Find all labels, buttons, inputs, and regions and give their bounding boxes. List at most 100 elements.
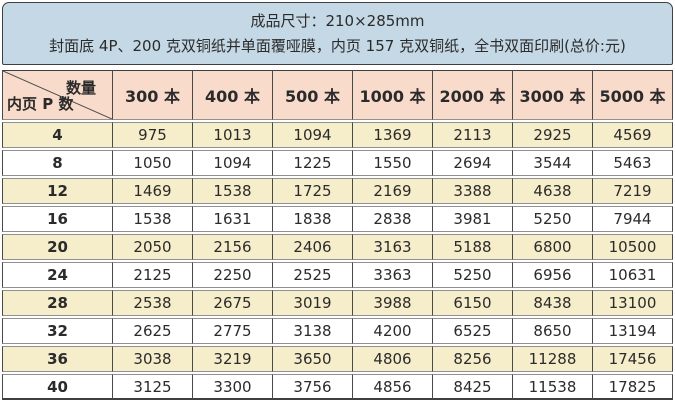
column-header-500: 500 本 (273, 70, 353, 120)
price-cell: 3019 (273, 290, 353, 316)
pages-cell: 40 (2, 374, 113, 400)
price-cell: 2925 (513, 122, 593, 148)
column-header-3000: 3000 本 (513, 70, 593, 120)
price-cell: 1013 (193, 122, 273, 148)
price-cell: 7219 (593, 178, 673, 204)
price-cell: 2525 (273, 262, 353, 288)
corner-cell: 数量 内页 P 数 (2, 70, 113, 120)
price-cell: 3219 (193, 346, 273, 372)
price-cell: 2125 (113, 262, 193, 288)
price-cell: 4806 (353, 346, 433, 372)
price-cell: 1631 (193, 206, 273, 232)
price-cell: 3163 (353, 234, 433, 260)
pages-cell: 32 (2, 318, 113, 344)
price-cell: 13100 (593, 290, 673, 316)
price-cell: 17825 (593, 374, 673, 400)
price-cell: 6150 (433, 290, 513, 316)
pages-cell: 24 (2, 262, 113, 288)
price-cell: 4638 (513, 178, 593, 204)
price-table: 数量 内页 P 数 300 本 400 本 500 本 1000 本 2000 … (2, 68, 673, 402)
price-cell: 1369 (353, 122, 433, 148)
price-cell: 2625 (113, 318, 193, 344)
price-cell: 1094 (273, 122, 353, 148)
price-cell: 975 (113, 122, 193, 148)
price-cell: 3300 (193, 374, 273, 400)
price-cell: 4200 (353, 318, 433, 344)
price-cell: 1094 (193, 150, 273, 176)
price-cell: 13194 (593, 318, 673, 344)
pages-cell: 16 (2, 206, 113, 232)
price-cell: 1725 (273, 178, 353, 204)
price-cell: 3138 (273, 318, 353, 344)
table-row: 32 2625 2775 3138 4200 6525 8650 13194 (2, 318, 673, 344)
price-cell: 3038 (113, 346, 193, 372)
price-cell: 2538 (113, 290, 193, 316)
pages-cell: 4 (2, 122, 113, 148)
table-row: 24 2125 2250 2525 3363 5250 6956 10631 (2, 262, 673, 288)
price-cell: 2675 (193, 290, 273, 316)
price-cell: 5188 (433, 234, 513, 260)
price-cell: 2113 (433, 122, 513, 148)
price-cell: 1050 (113, 150, 193, 176)
price-cell: 2406 (273, 234, 353, 260)
table-row: 4 975 1013 1094 1369 2113 2925 4569 (2, 122, 673, 148)
price-cell: 2694 (433, 150, 513, 176)
price-cell: 11538 (513, 374, 593, 400)
price-cell: 1538 (113, 206, 193, 232)
price-cell: 1538 (193, 178, 273, 204)
price-table-body: 4 975 1013 1094 1369 2113 2925 4569 8 1050 1094 122… (2, 122, 673, 400)
table-row: 8 1050 1094 1225 1550 2694 3544 5463 (2, 150, 673, 176)
header-row: 数量 内页 P 数 300 本 400 本 500 本 1000 本 2000 … (2, 70, 673, 120)
price-cell: 4856 (353, 374, 433, 400)
pages-cell: 20 (2, 234, 113, 260)
table-row: 28 2538 2675 3019 3988 6150 8438 13100 (2, 290, 673, 316)
table-row: 40 3125 3300 3756 4856 8425 11538 17825 (2, 374, 673, 400)
product-size-text: 成品尺寸：210×285mm (250, 12, 425, 30)
column-header-300: 300 本 (113, 70, 193, 120)
price-cell: 17456 (593, 346, 673, 372)
pages-cell: 8 (2, 150, 113, 176)
table-row: 36 3038 3219 3650 4806 8256 11288 17456 (2, 346, 673, 372)
price-cell: 1225 (273, 150, 353, 176)
price-cell: 3363 (353, 262, 433, 288)
price-cell: 2250 (193, 262, 273, 288)
price-cell: 3544 (513, 150, 593, 176)
price-cell: 3756 (273, 374, 353, 400)
pages-cell: 28 (2, 290, 113, 316)
corner-pages-label: 内页 P 数 (7, 95, 74, 113)
price-cell: 1838 (273, 206, 353, 232)
table-row: 20 2050 2156 2406 3163 5188 6800 10500 (2, 234, 673, 260)
column-header-5000: 5000 本 (593, 70, 673, 120)
price-cell: 1469 (113, 178, 193, 204)
price-cell: 6956 (513, 262, 593, 288)
price-cell: 5463 (593, 150, 673, 176)
price-cell: 8425 (433, 374, 513, 400)
price-cell: 3388 (433, 178, 513, 204)
price-cell: 3125 (113, 374, 193, 400)
paper-spec-text: 封面底 4P、200 克双铜纸并单面覆哑膜，内页 157 克双铜纸，全书双面印刷… (49, 37, 626, 55)
price-cell: 10500 (593, 234, 673, 260)
price-cell: 2169 (353, 178, 433, 204)
price-cell: 10631 (593, 262, 673, 288)
column-header-2000: 2000 本 (433, 70, 513, 120)
price-cell: 2838 (353, 206, 433, 232)
price-cell: 2156 (193, 234, 273, 260)
price-cell: 8650 (513, 318, 593, 344)
price-cell: 8438 (513, 290, 593, 316)
price-cell: 3650 (273, 346, 353, 372)
spec-banner: 成品尺寸：210×285mm 封面底 4P、200 克双铜纸并单面覆哑膜，内页 … (2, 2, 673, 65)
price-cell: 3981 (433, 206, 513, 232)
pages-cell: 12 (2, 178, 113, 204)
column-header-400: 400 本 (193, 70, 273, 120)
price-cell: 11288 (513, 346, 593, 372)
price-cell: 5250 (513, 206, 593, 232)
column-header-1000: 1000 本 (353, 70, 433, 120)
price-cell: 5250 (433, 262, 513, 288)
price-cell: 2050 (113, 234, 193, 260)
price-cell: 1550 (353, 150, 433, 176)
corner-quantity-label: 数量 (65, 79, 96, 97)
table-row: 16 1538 1631 1838 2838 3981 5250 7944 (2, 206, 673, 232)
price-cell: 3988 (353, 290, 433, 316)
price-cell: 4569 (593, 122, 673, 148)
